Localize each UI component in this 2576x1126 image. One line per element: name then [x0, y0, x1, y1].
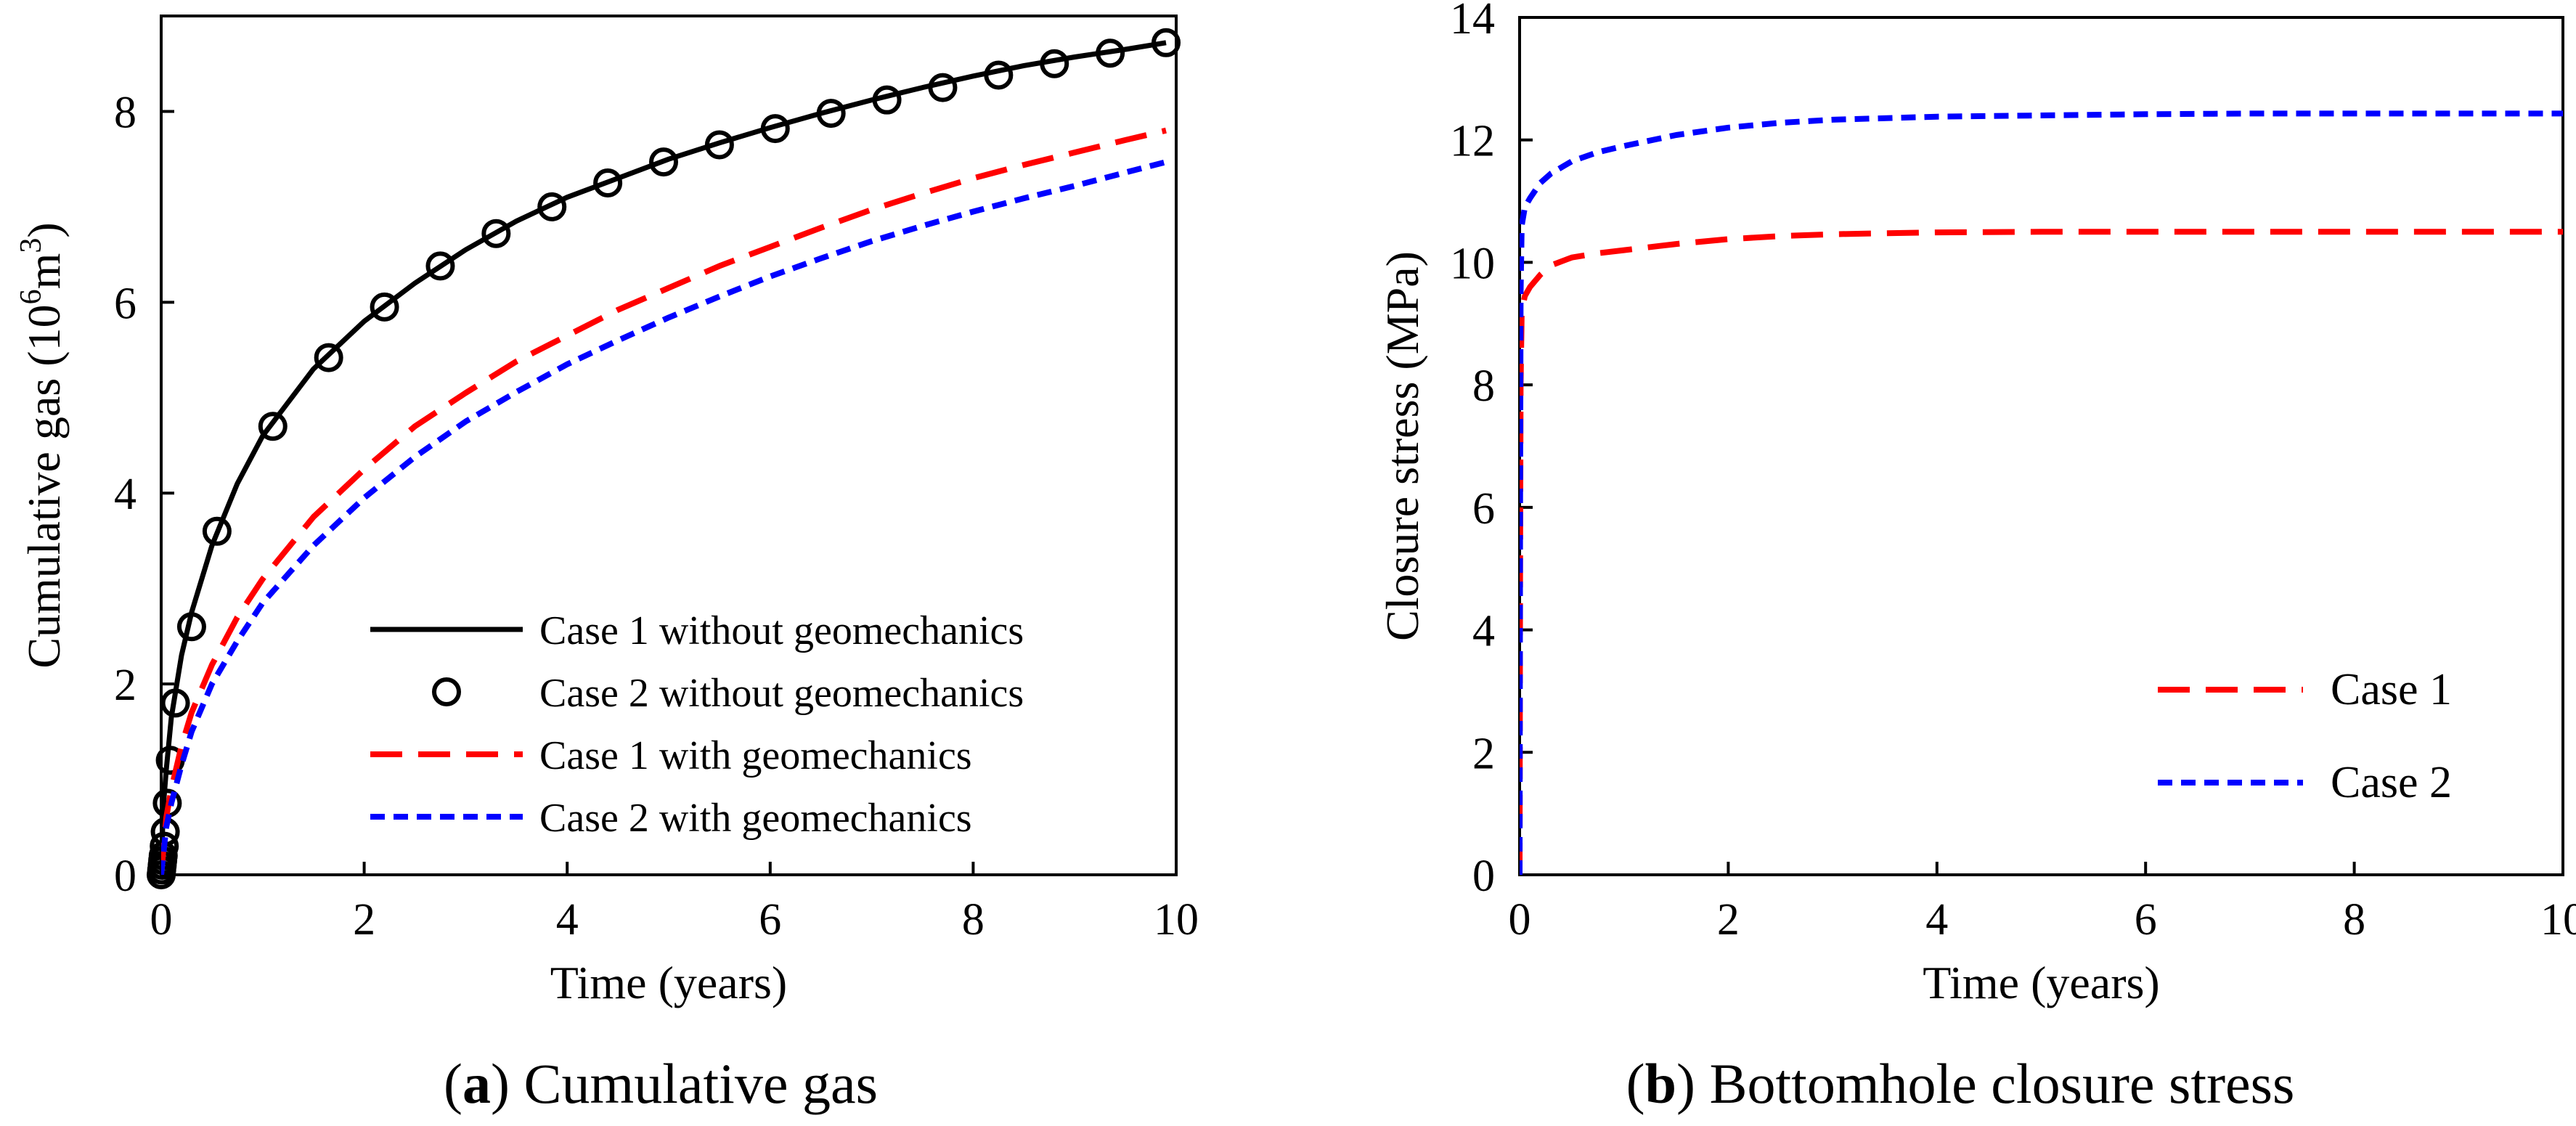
series-case-2-without-geomechanics-point [202, 516, 232, 546]
caption-a-close: ) [491, 1052, 510, 1115]
y-tick-label: 0 [114, 852, 136, 901]
caption-b: (b) Bottomhole closure stress [1539, 1051, 2381, 1117]
series-case-2-without-geomechanics-point [481, 219, 511, 248]
caption-a-text: Cumulative gas [510, 1052, 878, 1115]
y-tick-label: 2 [114, 661, 136, 710]
series-case-1-with-geomechanics-line [161, 127, 1167, 875]
series-case-2-without-geomechanics-point [176, 612, 206, 642]
y-tick-label: 12 [1450, 117, 1495, 166]
y-tick-label: 8 [1472, 362, 1495, 411]
series-case-2-without-geomechanics-point [1096, 38, 1125, 68]
series-case-2-without-geomechanics-point [872, 85, 902, 115]
series-case-2-with-geomechanics-line [161, 159, 1167, 875]
series-case-2-without-geomechanics-point [314, 343, 343, 372]
y-tick-label: 6 [1472, 484, 1495, 534]
y-tick-label: 8 [114, 88, 136, 137]
legend-case-1-with-geomechanics-label: Case 1 with geomechanics [539, 733, 972, 778]
x-tick-label: 10 [1154, 895, 1199, 945]
x-tick-label: 4 [1925, 895, 1948, 945]
x-tick-label: 2 [1717, 895, 1740, 945]
legend-case-1-label: Case 1 [2331, 665, 2452, 714]
series-case-2-without-geomechanics-point [704, 130, 734, 160]
series-case-2-without-geomechanics-point [984, 60, 1014, 90]
y-axis-label-part: m [18, 253, 70, 290]
y-tick-label: 4 [114, 470, 136, 519]
legend: Case 1 Case 2 [2158, 665, 2452, 807]
y-tick-label: 0 [1472, 852, 1495, 901]
plot-frame [160, 15, 1178, 876]
x-tick-label: 8 [2343, 895, 2365, 945]
legend-case-2-label: Case 2 [2331, 758, 2452, 807]
y-tick-label: 2 [1472, 729, 1495, 778]
series-case-2-without-geomechanics-point [760, 114, 790, 144]
y-axis-label-part: ) [18, 222, 70, 237]
y-axis-label-superscript: 6 [15, 289, 48, 304]
x-tick-label: 8 [962, 895, 985, 945]
y-tick-label: 10 [1450, 239, 1495, 288]
series-case-2-without-geomechanics-point [258, 412, 288, 441]
x-axis-label: Time (years) [550, 957, 787, 1008]
y-axis-label-part: Cumulative gas (10 [18, 304, 70, 668]
caption-b-open: ( [1626, 1052, 1645, 1115]
series-case-2-without-geomechanics-point [160, 688, 190, 718]
series-case-2-without-geomechanics-point [593, 168, 623, 198]
legend-case-2-without-geomechanics-label: Case 2 without geomechanics [539, 671, 1024, 716]
series-case-2-without-geomechanics-point [1152, 28, 1181, 57]
y-axis-label: Cumulative gas (106m3) [15, 222, 70, 668]
series-case-2-without-geomechanics-point [370, 292, 399, 322]
x-tick-label: 4 [556, 895, 579, 945]
y-axis-label-superscript: 3 [15, 238, 48, 253]
x-tick-label: 10 [2540, 895, 2576, 945]
caption-b-close: ) [1676, 1052, 1695, 1115]
x-tick-label: 0 [150, 895, 173, 945]
caption-b-letter: b [1644, 1052, 1676, 1115]
series-case-2-without-geomechanics-point [1040, 49, 1069, 78]
plot-frame [1518, 16, 2564, 876]
series-case-2-without-geomechanics-point [649, 147, 679, 177]
series-case-1-without-geomechanics-line [161, 40, 1167, 875]
caption-a-open: ( [444, 1052, 463, 1115]
y-tick-label: 6 [114, 279, 136, 328]
series-case-2-without-geomechanics-point [816, 99, 846, 128]
y-axis-label: Closure stress (MPa) [1377, 251, 1428, 641]
series-case-2-without-geomechanics-point [928, 73, 958, 102]
series-case-2-without-geomechanics-point [425, 251, 455, 281]
series-case-2-line [1520, 110, 2563, 875]
x-axis-label: Time (years) [1923, 957, 2159, 1008]
y-tick-label: 4 [1472, 607, 1495, 656]
caption-a-letter: a [462, 1052, 492, 1115]
x-tick-label: 0 [1509, 895, 1531, 945]
caption-b-text: Bottomhole closure stress [1695, 1052, 2295, 1115]
legend-case-2-without-geomechanics-marker [432, 677, 461, 706]
series-case-1-line [1520, 229, 2563, 875]
y-tick-label: 14 [1450, 0, 1495, 44]
caption-a: (a) Cumulative gas [319, 1051, 1002, 1117]
legend-case-2-with-geomechanics-label: Case 2 with geomechanics [539, 796, 972, 841]
series-case-2-without-geomechanics-point [537, 192, 567, 221]
x-tick-label: 6 [2135, 895, 2157, 945]
legend-case-1-without-geomechanics-label: Case 1 without geomechanics [539, 608, 1024, 653]
chart-b: 0 2 4 6 8 10 0 2 4 6 8 10 12 14 Time (years) Closure st… [1377, 0, 2576, 1008]
legend: Case 1 without geomechanics Case 2 withou… [370, 608, 1024, 841]
x-tick-label: 6 [759, 895, 781, 945]
chart-a: 0 2 4 6 8 10 0 2 4 6 8 Time (years) Cumulative gas (… [15, 15, 1199, 1008]
x-tick-label: 2 [353, 895, 375, 945]
